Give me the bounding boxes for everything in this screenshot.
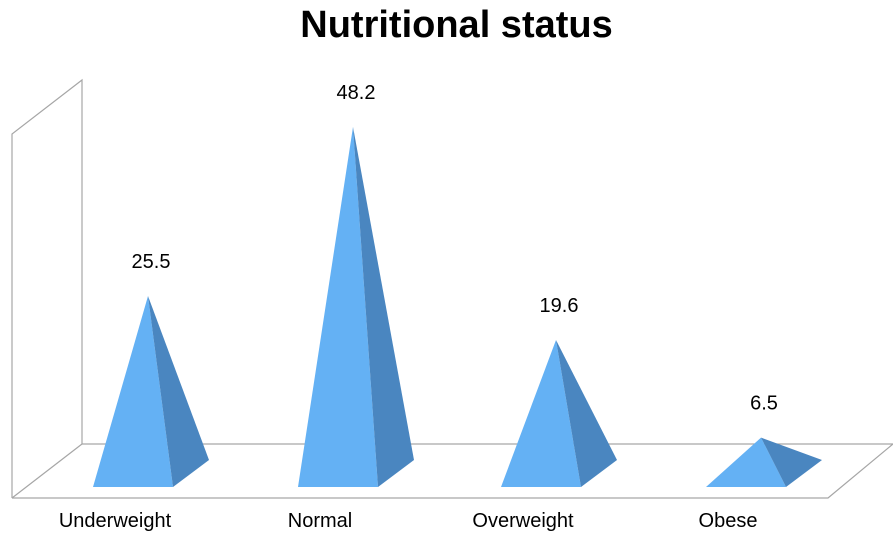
pyramid-overweight	[501, 339, 617, 487]
pyramid-side-face	[148, 296, 209, 487]
data-label: 25.5	[132, 251, 171, 273]
data-label: 48.2	[337, 82, 376, 104]
pyramid-front-face	[93, 296, 173, 487]
pyramid-obese	[706, 437, 822, 487]
pyramid-normal	[298, 126, 414, 487]
data-label: 19.6	[540, 295, 579, 317]
chart-title: Nutritional status	[300, 4, 613, 46]
pyramid-underweight	[93, 296, 209, 487]
floor-left-edge	[11, 443, 83, 499]
category-label: Obese	[699, 510, 758, 532]
pyramid-side-face	[556, 339, 617, 487]
series-pyramids	[93, 126, 822, 487]
pyramid-front-face	[298, 126, 378, 487]
floor-outline	[12, 443, 893, 499]
pyramid-front-face	[501, 339, 581, 487]
category-label: Overweight	[472, 510, 574, 532]
category-label: Underweight	[59, 510, 172, 532]
pyramid-side-face	[761, 437, 822, 487]
pyramid-side-face	[353, 126, 414, 487]
category-label: Normal	[288, 510, 352, 532]
data-labels: 25.5 48.2 19.6 6.5	[132, 82, 778, 415]
data-label: 6.5	[750, 393, 778, 415]
back-wall-outline	[11, 78, 83, 498]
category-labels: Underweight Normal Overweight Obese	[59, 510, 758, 532]
pyramid-front-face	[706, 437, 786, 487]
